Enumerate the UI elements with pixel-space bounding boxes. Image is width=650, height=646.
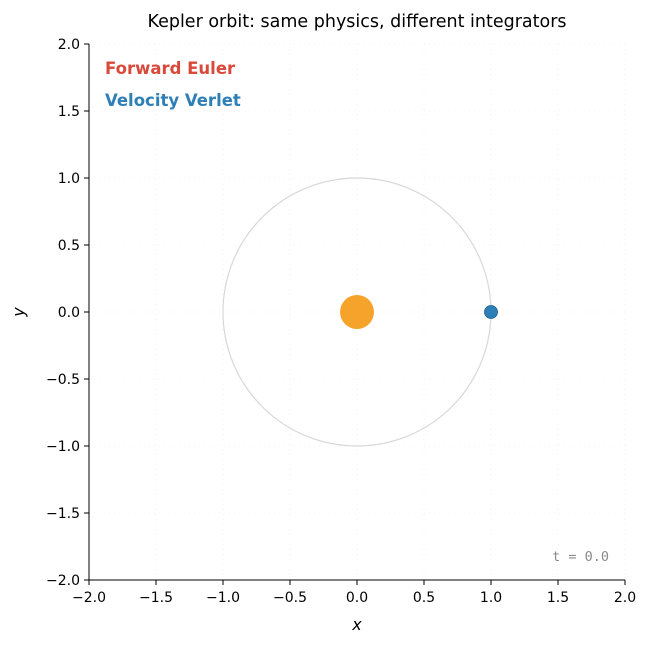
x-tick-label-3: −0.5 xyxy=(273,590,307,606)
y-tick-label-3: 0.5 xyxy=(58,238,80,254)
y-tick-label-1: 1.5 xyxy=(58,104,80,120)
y-axis-label: y xyxy=(9,307,28,318)
y-tick-label-4: 0.0 xyxy=(58,305,80,321)
y-tick-label-2: 1.0 xyxy=(58,171,80,187)
y-axis-ticks: 2.0 1.5 1.0 0.5 0.0 −0.5 −1.0 −1.5 −2.0 xyxy=(46,37,89,589)
x-tick-label-8: 2.0 xyxy=(614,590,636,606)
x-tick-label-1: −1.5 xyxy=(139,590,173,606)
body-point-0 xyxy=(484,305,498,319)
x-tick-label-0: −2.0 xyxy=(72,590,106,606)
x-tick-label-6: 1.0 xyxy=(480,590,502,606)
x-tick-label-4: 0.0 xyxy=(346,590,368,606)
x-axis-ticks: −2.0 −1.5 −1.0 −0.5 0.0 0.5 1.0 1.5 2.0 xyxy=(72,580,636,606)
x-tick-label-7: 1.5 xyxy=(547,590,569,606)
y-tick-label-6: −1.0 xyxy=(46,439,80,455)
y-tick-label-5: −0.5 xyxy=(46,372,80,388)
legend-forward-euler: Forward Euler xyxy=(105,59,236,78)
body-points xyxy=(484,305,498,319)
time-readout: t = 0.0 xyxy=(552,549,609,565)
x-tick-label-2: −1.0 xyxy=(206,590,240,606)
x-tick-label-5: 0.5 xyxy=(413,590,435,606)
sun-marker xyxy=(340,295,374,329)
y-tick-label-0: 2.0 xyxy=(58,37,80,53)
y-tick-label-8: −2.0 xyxy=(46,573,80,589)
chart-title: Kepler orbit: same physics, different in… xyxy=(147,12,566,32)
legend-velocity-verlet: Velocity Verlet xyxy=(105,91,241,110)
y-tick-label-7: −1.5 xyxy=(46,506,80,522)
x-axis-label: x xyxy=(351,615,362,634)
